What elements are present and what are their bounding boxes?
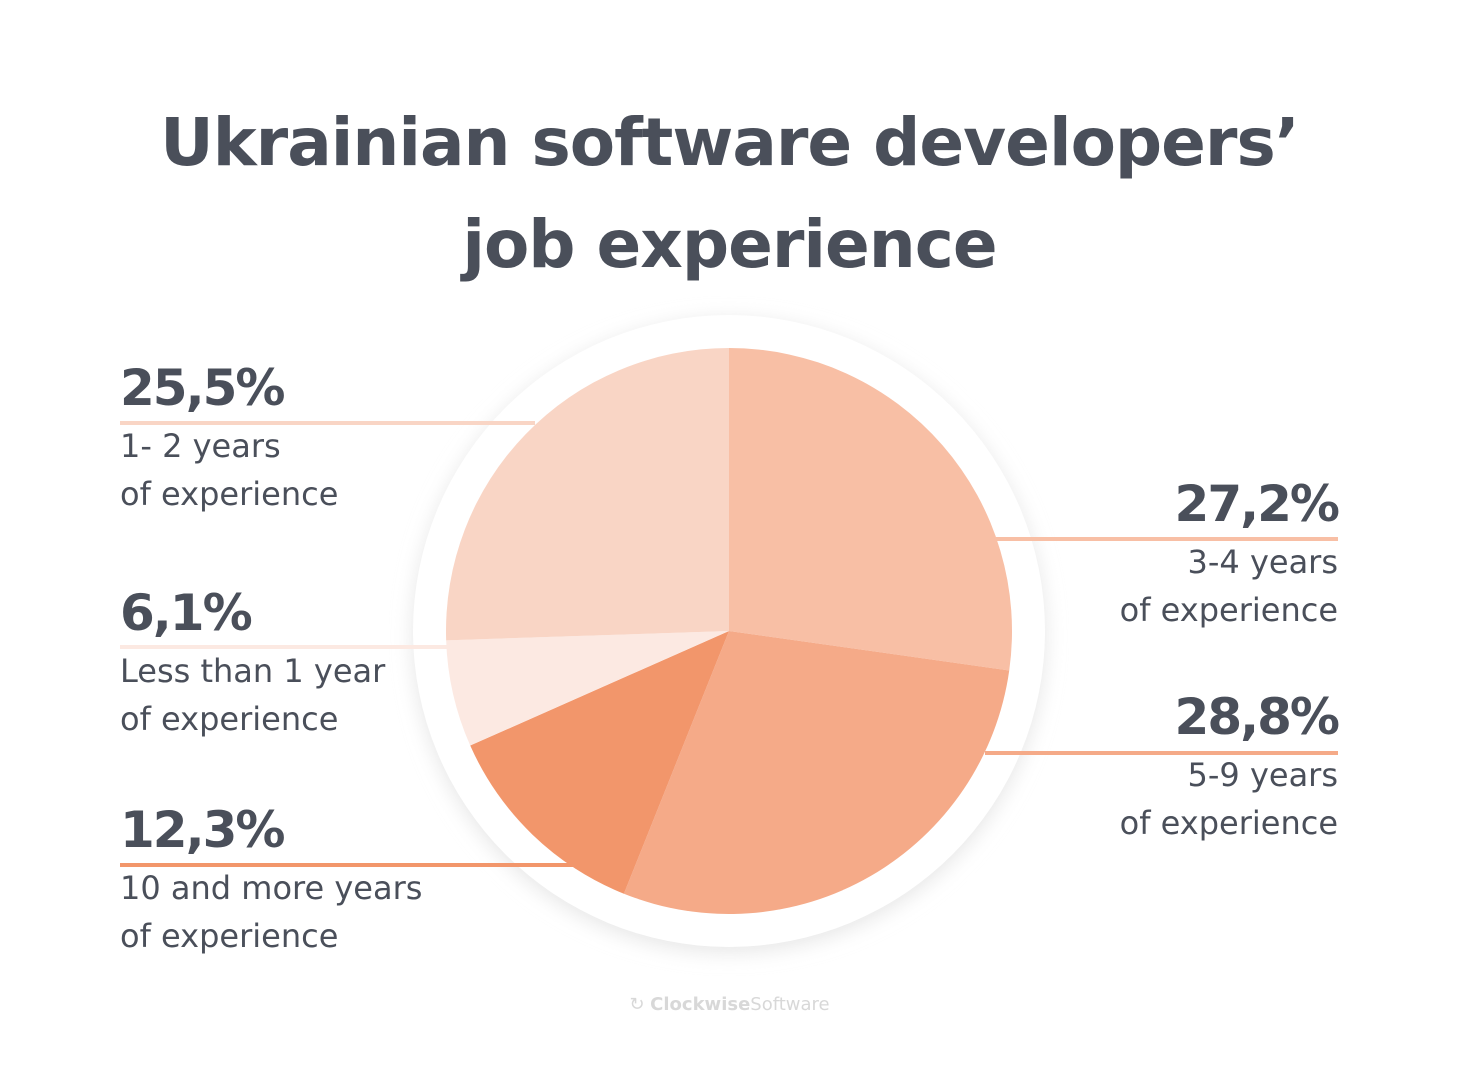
category-label: 5-9 years [1187,756,1339,794]
data-label: 12,3% [120,801,285,859]
pie-slice-2 [470,631,729,894]
category-label: of experience [1119,804,1338,842]
category-label: of experience [1119,591,1338,629]
category-label: Less than 1 year [120,652,386,690]
label-1-2-years: 25,5% 1- 2 years of experience [120,360,338,518]
category-label: 10 and more years [120,869,423,907]
data-label: 25,5% [120,359,285,417]
data-label: 28,8% [1174,688,1340,746]
data-label: 6,1% [120,584,253,642]
pie-slice-1 [623,631,1010,914]
chart-title: Ukrainian software developers’ job exper… [0,92,1459,296]
brand-light: Software [750,994,830,1015]
brand-logo: ↻ ClockwiseSoftware [0,994,1459,1015]
category-label: 1- 2 years [120,427,281,465]
label-10-plus-years: 12,3% 10 and more years of experience [120,802,422,960]
title-line-2: job experience [462,206,997,283]
pie-slice-4 [446,348,729,641]
pie-slice-0 [729,348,1012,671]
label-less-than-1-year: 6,1% Less than 1 year of experience [120,585,385,743]
label-5-9-years: 28,8% 5-9 years of experience [1119,688,1340,847]
category-label: of experience [120,700,339,738]
category-label: 3-4 years [1187,543,1339,581]
title-line-1: Ukrainian software developers’ [160,104,1300,181]
pie-slice-3 [446,631,729,746]
clock-icon: ↻ [629,994,645,1015]
category-label: of experience [120,917,339,955]
label-3-4-years: 27,2% 3-4 years of experience [1119,475,1340,634]
brand-bold: Clockwise [650,994,751,1015]
category-label: of experience [120,475,339,513]
data-label: 27,2% [1174,475,1340,533]
